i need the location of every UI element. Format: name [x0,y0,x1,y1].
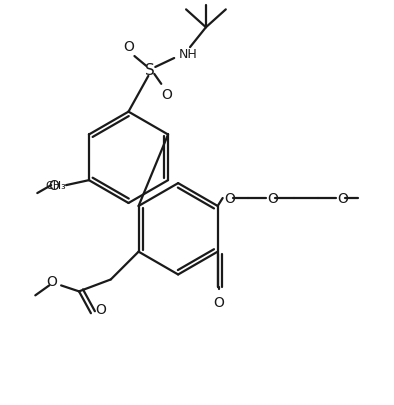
Text: O: O [46,275,57,289]
Text: O: O [95,303,106,316]
Text: O: O [161,87,172,102]
Text: O: O [48,179,59,193]
Text: O: O [123,40,134,54]
Text: O: O [225,192,236,205]
Text: O: O [337,192,348,205]
Text: S: S [145,63,155,78]
Text: CH₃: CH₃ [45,181,66,191]
Text: NH: NH [179,47,198,60]
Text: O: O [213,296,224,309]
Text: O: O [268,192,278,205]
